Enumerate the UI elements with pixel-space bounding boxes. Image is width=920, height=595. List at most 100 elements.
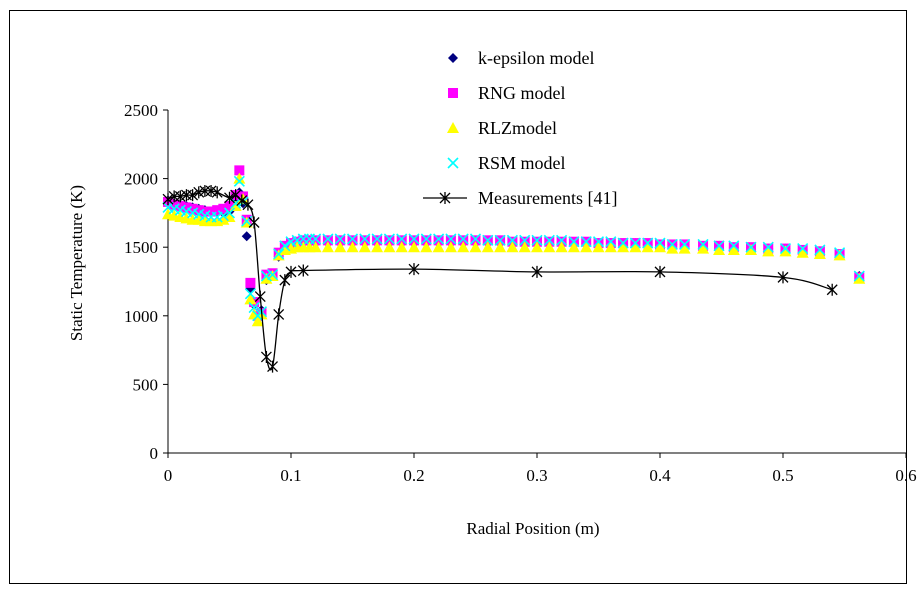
chart-frame — [9, 10, 907, 584]
data-point — [531, 265, 543, 278]
series-asterisk — [162, 184, 838, 373]
data-point — [617, 237, 629, 249]
data-point — [834, 247, 846, 259]
data-point — [212, 205, 223, 216]
data-point — [567, 241, 580, 253]
data-point — [181, 202, 192, 213]
legend-label: Measurements [41] — [478, 188, 617, 208]
data-point — [346, 233, 359, 245]
data-point — [175, 201, 186, 212]
data-point — [445, 235, 456, 246]
data-point — [629, 237, 641, 249]
x-tick-label: 0.5 — [772, 466, 793, 485]
data-point — [506, 234, 518, 246]
data-point — [605, 236, 617, 248]
data-point — [359, 233, 371, 245]
data-point — [233, 175, 245, 187]
data-point — [193, 205, 204, 216]
data-point — [408, 241, 420, 253]
data-point — [445, 233, 457, 245]
series-x — [162, 175, 865, 322]
legend-item: RLZmodel — [447, 118, 557, 138]
data-point — [745, 241, 757, 253]
data-point — [409, 235, 419, 246]
data-point — [396, 235, 407, 246]
data-point — [470, 235, 481, 246]
y-tick-label: 2500 — [124, 101, 158, 120]
data-point — [556, 234, 568, 246]
x-tick-label: 0.6 — [895, 466, 916, 485]
data-point — [233, 172, 246, 184]
x-tick-label: 0.1 — [280, 466, 301, 485]
data-point — [543, 241, 556, 253]
data-point — [433, 235, 444, 246]
data-point — [285, 265, 297, 278]
y-tick-label: 500 — [133, 375, 159, 394]
data-point — [580, 241, 593, 253]
data-point — [481, 241, 494, 253]
data-point — [444, 241, 457, 253]
data-point — [279, 240, 291, 252]
data-point — [580, 236, 592, 248]
data-point — [347, 235, 358, 246]
data-point — [745, 243, 758, 255]
data-point — [779, 245, 792, 257]
data-point — [187, 203, 198, 214]
data-point — [217, 210, 229, 222]
x-ticks: 0 0.1 0.2 0.3 0.4 0.5 0.6 — [164, 453, 917, 485]
data-point — [697, 238, 709, 251]
y-tick-label: 1000 — [124, 307, 158, 326]
data-point — [234, 165, 245, 176]
data-point — [298, 235, 309, 246]
data-point — [814, 244, 826, 256]
data-point — [617, 241, 630, 253]
data-point — [359, 235, 370, 246]
data-point — [244, 293, 257, 305]
data-point — [777, 271, 789, 284]
data-point — [813, 248, 826, 260]
data-point — [494, 234, 506, 246]
y-ticks: 0 500 1000 1500 2000 2500 — [124, 101, 168, 463]
data-point — [421, 235, 432, 246]
data-point — [641, 241, 654, 253]
y-tick-label: 2000 — [124, 170, 158, 189]
legend-marker — [447, 122, 459, 133]
data-point — [457, 241, 470, 253]
data-point — [334, 241, 347, 253]
data-point — [310, 235, 321, 246]
data-point — [248, 216, 260, 229]
data-point — [543, 234, 555, 246]
data-point — [779, 243, 792, 255]
data-point — [853, 270, 865, 282]
data-point — [322, 233, 334, 245]
data-point — [469, 233, 482, 245]
data-point — [642, 237, 654, 249]
x-tick-label: 0.3 — [526, 466, 547, 485]
data-point — [408, 233, 420, 245]
data-point — [304, 235, 315, 246]
data-point — [310, 233, 322, 245]
data-point — [713, 243, 726, 255]
data-point — [654, 237, 666, 249]
data-point — [833, 249, 846, 261]
data-point — [224, 201, 235, 212]
data-point — [236, 194, 248, 207]
data-point — [321, 241, 334, 253]
data-point — [322, 235, 333, 246]
data-point — [279, 274, 291, 287]
data-point — [853, 272, 866, 284]
data-point — [187, 189, 199, 202]
data-point — [396, 233, 408, 245]
data-point — [383, 241, 396, 253]
data-point — [592, 241, 605, 253]
series-layer — [162, 165, 866, 373]
data-point — [169, 199, 180, 210]
x-tick-label: 0 — [164, 466, 173, 485]
data-point — [346, 241, 359, 253]
legend: k-epsilon model RNG model RLZmodel RSM mode… — [423, 48, 617, 208]
data-point — [678, 242, 691, 254]
data-point — [457, 233, 469, 245]
data-point — [420, 241, 433, 253]
data-point — [372, 235, 383, 246]
